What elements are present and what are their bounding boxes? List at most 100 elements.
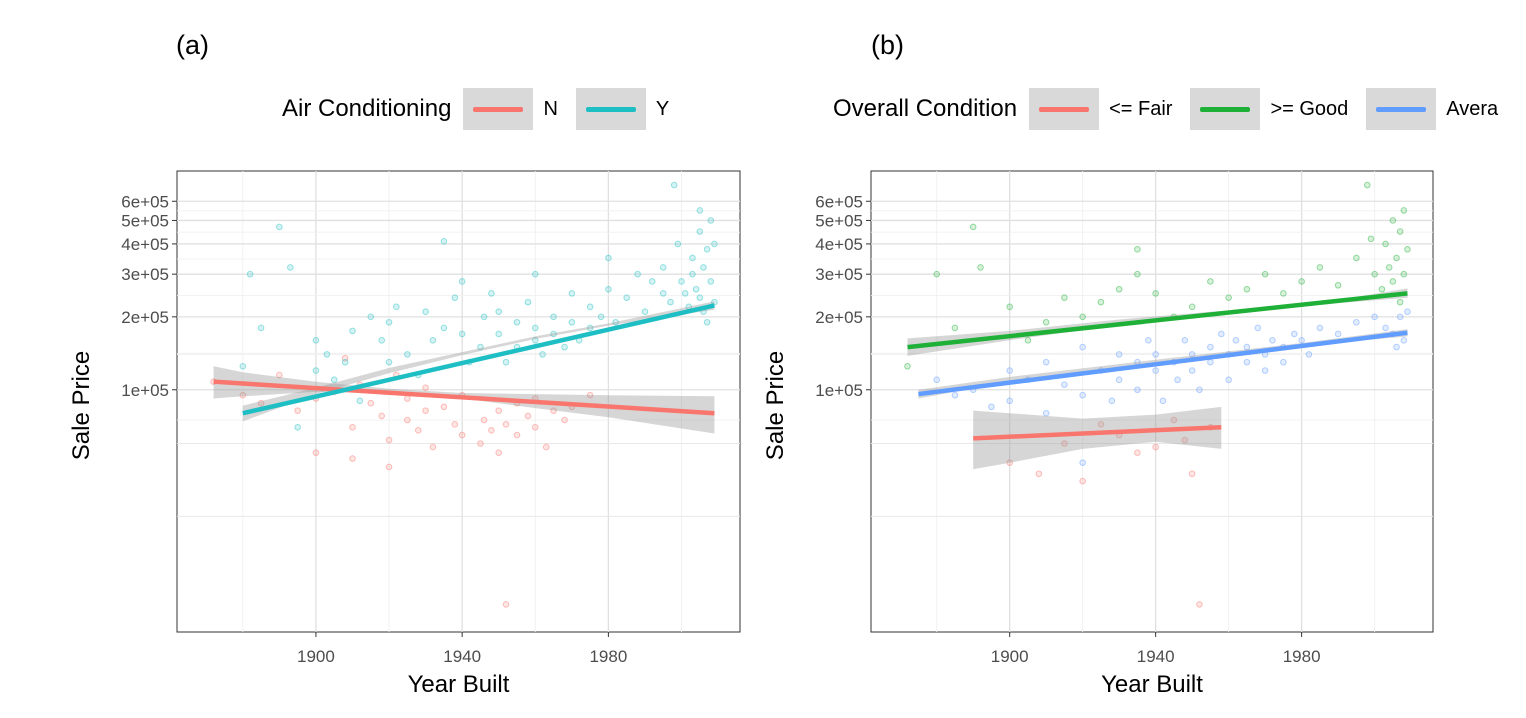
data-point xyxy=(678,278,685,285)
legend: Air Conditioning N Y xyxy=(282,88,687,130)
data-point xyxy=(1225,376,1232,384)
legend-title: Overall Condition xyxy=(833,95,1018,122)
data-point xyxy=(1291,330,1298,338)
data-point xyxy=(488,427,495,434)
fit-line xyxy=(242,303,715,416)
data-point xyxy=(367,313,375,321)
fit-line xyxy=(973,425,1222,441)
y-tick-label: 3e+05 xyxy=(121,265,169,284)
data-point xyxy=(1174,376,1181,384)
data-point xyxy=(1254,324,1262,332)
data-point xyxy=(385,358,393,366)
data-point xyxy=(276,371,283,379)
x-tick-label: 1940 xyxy=(1137,647,1175,666)
data-point xyxy=(1225,294,1232,301)
data-point xyxy=(513,431,521,439)
data-point xyxy=(349,455,356,462)
data-point xyxy=(1042,409,1050,417)
data-point xyxy=(531,337,539,344)
y-tick-label: 2e+05 xyxy=(815,308,863,327)
data-point xyxy=(1393,343,1400,351)
data-point xyxy=(623,294,630,301)
data-point xyxy=(1097,298,1105,306)
data-point xyxy=(393,303,400,311)
data-point xyxy=(356,397,364,405)
data-point xyxy=(1181,337,1189,344)
y-axis-title: Sale Price xyxy=(763,351,789,460)
y-tick-label: 5e+05 xyxy=(121,211,169,230)
data-point xyxy=(1196,601,1203,608)
data-point xyxy=(1061,381,1068,388)
data-point xyxy=(458,278,466,285)
data-point xyxy=(488,290,495,297)
data-point xyxy=(681,290,689,297)
data-point xyxy=(1042,318,1050,326)
data-point xyxy=(1364,181,1371,189)
data-point xyxy=(1152,443,1159,451)
data-point xyxy=(531,324,539,332)
data-point xyxy=(1196,386,1203,394)
panel-tag: (a) xyxy=(176,30,209,60)
data-point xyxy=(257,399,265,407)
data-point xyxy=(1396,298,1404,306)
data-point xyxy=(1389,278,1397,285)
data-point xyxy=(404,351,411,358)
data-point xyxy=(605,285,612,293)
data-point xyxy=(1079,313,1086,321)
data-point xyxy=(605,254,612,262)
data-point xyxy=(1188,303,1196,311)
data-point xyxy=(451,421,459,428)
y-tick-label: 5e+05 xyxy=(815,211,863,230)
data-point xyxy=(1389,217,1397,224)
data-point xyxy=(1404,246,1411,253)
data-point xyxy=(1382,324,1389,332)
data-point xyxy=(1400,270,1408,278)
data-point xyxy=(239,362,247,370)
data-point xyxy=(1243,285,1251,293)
data-point xyxy=(1305,351,1313,358)
data-point xyxy=(524,412,532,420)
chart-a: 1900 1940 1980 1e+05 2e+05 3e+05 4e+05 5e+056e+… xyxy=(68,170,741,698)
data-point xyxy=(1115,285,1123,293)
fit-line xyxy=(213,379,715,416)
data-point xyxy=(612,318,620,326)
data-point xyxy=(1334,330,1342,338)
data-point xyxy=(1400,337,1408,344)
legend-label-n: N xyxy=(543,97,558,120)
panel-a: (a) Air Conditioning N Y 1900 1940 1980 1e+… xyxy=(68,30,741,698)
data-point xyxy=(312,449,320,456)
data-point xyxy=(711,240,718,248)
data-point xyxy=(440,238,448,245)
data-point xyxy=(1232,337,1240,344)
data-point xyxy=(1079,343,1086,351)
data-point xyxy=(568,290,576,297)
data-point xyxy=(689,270,696,278)
confidence-band xyxy=(242,301,715,422)
data-point xyxy=(586,391,594,399)
panel-tag: (b) xyxy=(871,30,904,60)
data-point xyxy=(1353,318,1360,326)
data-point xyxy=(1404,308,1411,316)
data-point xyxy=(1316,264,1324,271)
data-point xyxy=(1298,337,1305,344)
data-point xyxy=(1378,285,1386,293)
legend: Overall Condition <= Fair >= Good Avera xyxy=(833,88,1516,130)
data-point xyxy=(1006,367,1013,374)
y-tick-label: 6e+05 xyxy=(121,192,169,211)
y-tick-label: 4e+05 xyxy=(121,235,169,254)
data-point xyxy=(550,313,557,321)
data-point xyxy=(257,324,265,332)
data-point xyxy=(477,440,484,447)
data-point xyxy=(1188,351,1196,358)
data-point xyxy=(422,407,429,414)
data-point xyxy=(495,308,503,316)
data-point xyxy=(1261,270,1269,278)
data-point xyxy=(1061,440,1068,447)
data-point xyxy=(1061,294,1068,301)
data-point xyxy=(1006,459,1013,466)
data-point xyxy=(1188,470,1196,478)
data-point xyxy=(933,270,940,278)
data-point xyxy=(550,330,557,338)
data-point xyxy=(341,358,349,366)
data-point xyxy=(1108,397,1116,405)
